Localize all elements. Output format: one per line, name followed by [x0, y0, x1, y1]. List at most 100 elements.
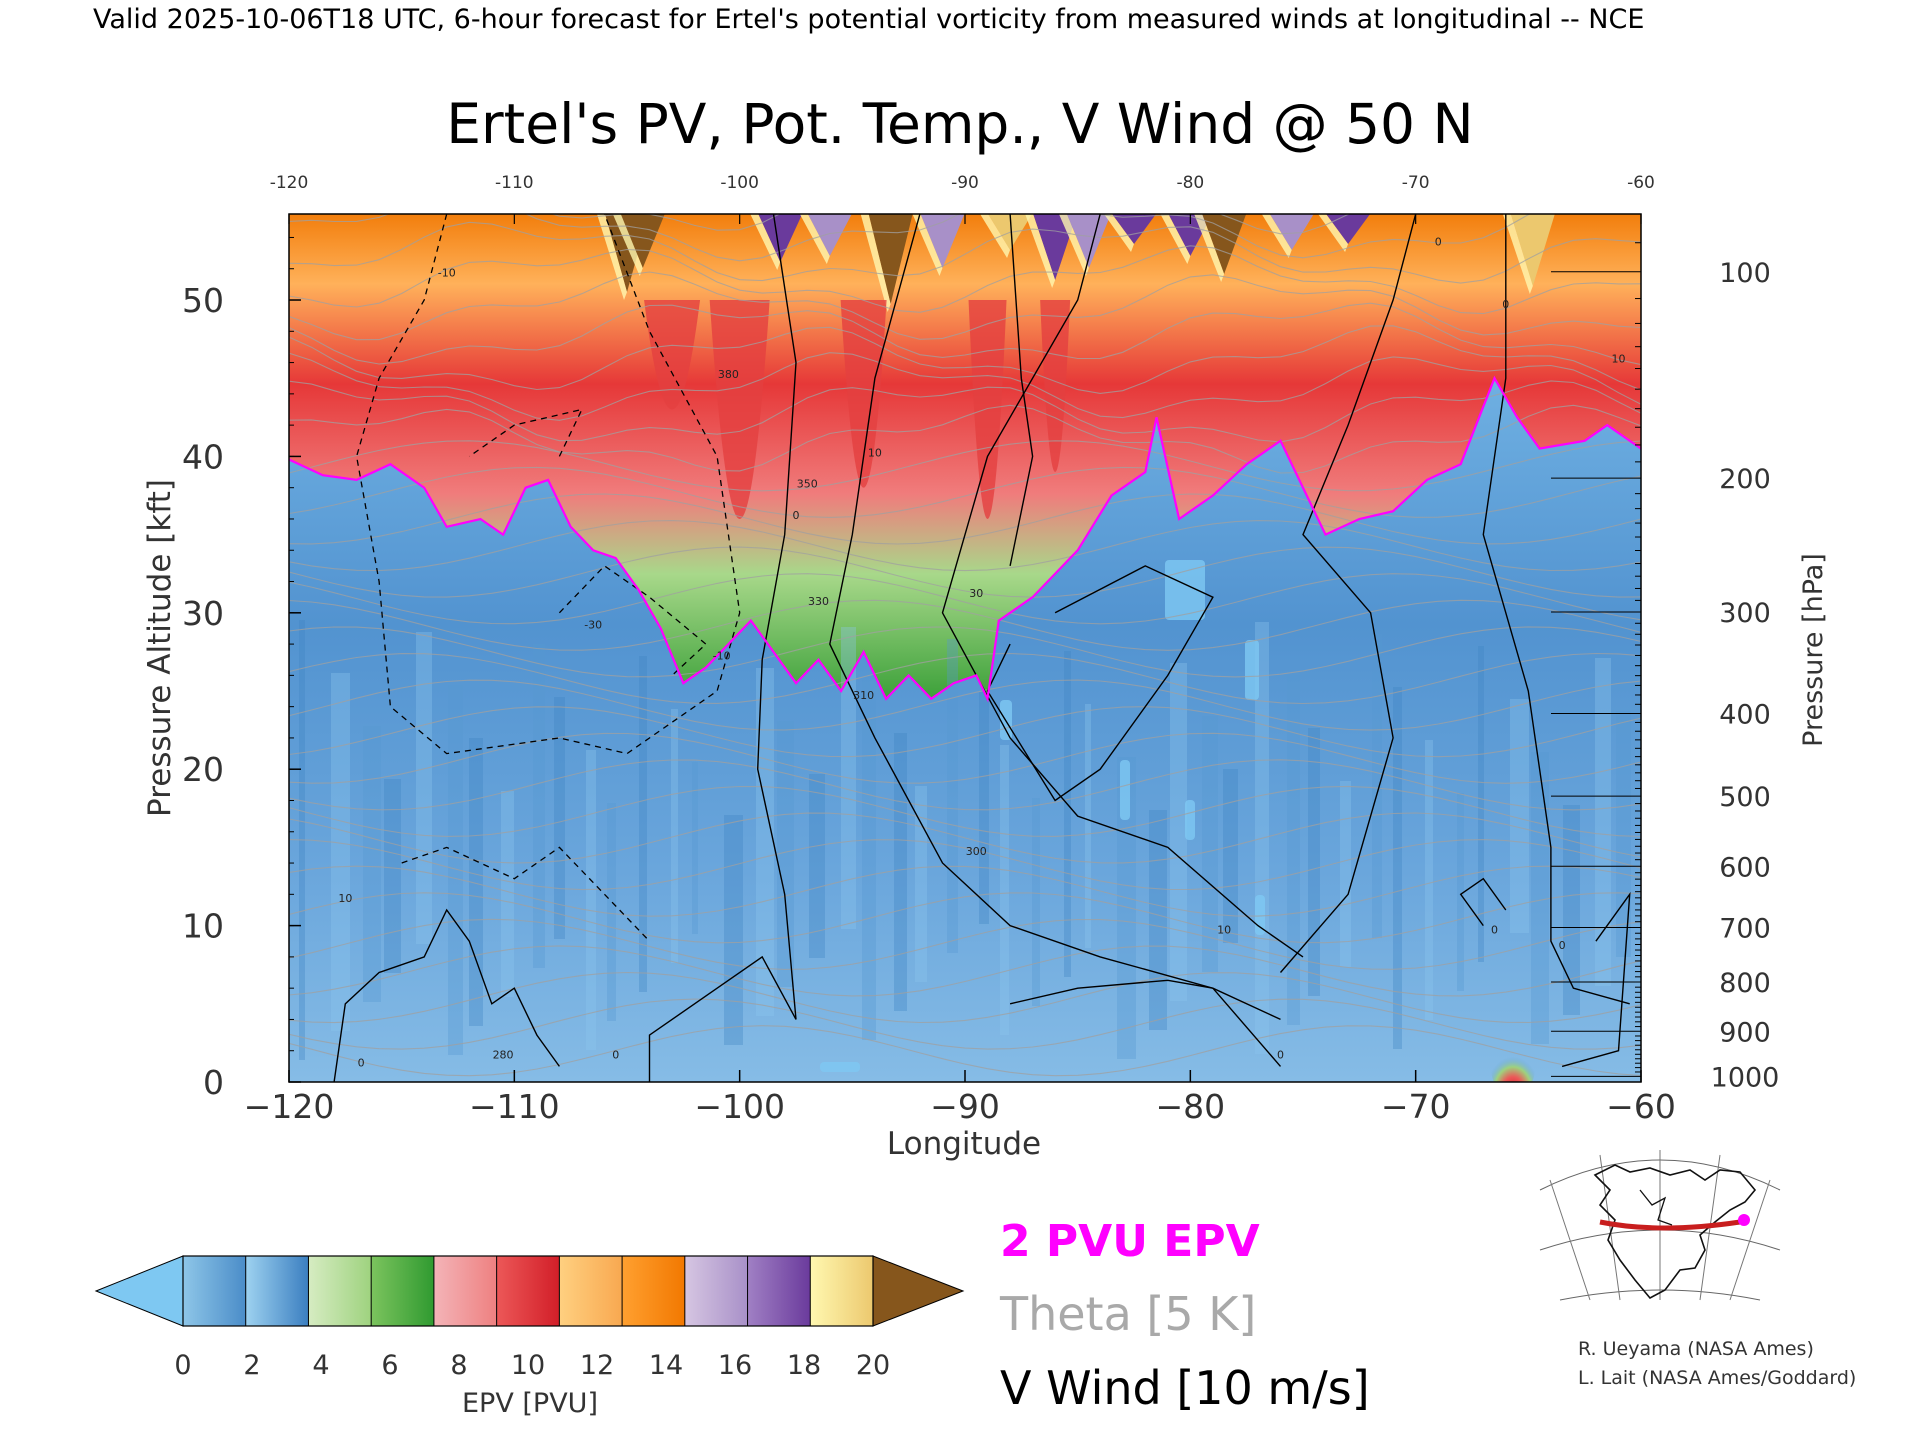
tropo-streak	[1223, 769, 1238, 943]
pv-spike-edge	[980, 214, 1011, 258]
tropo-streak	[1616, 711, 1631, 957]
tropo-streak	[1478, 646, 1484, 962]
top-tick-label: -90	[951, 173, 979, 193]
colorbar-bin	[183, 1256, 247, 1326]
contour-label: 10	[338, 892, 352, 905]
tropo-streak	[724, 815, 743, 1045]
pv-red-tongue	[968, 300, 1007, 519]
contour-label: 0	[358, 1056, 365, 1069]
theta-contour-line	[289, 839, 1641, 891]
tropo-streak	[1457, 793, 1464, 991]
wind-contour-solid	[1009, 979, 1281, 1021]
y-tick-label: 10	[182, 907, 224, 946]
wind-contour-dashed	[468, 408, 584, 457]
y-tick-label: 50	[182, 281, 224, 320]
x-tick-label: −120	[244, 1087, 335, 1126]
wind-contour-solid	[1561, 891, 1631, 1068]
wind-contour-solid	[941, 214, 1304, 958]
pv-spike	[1112, 214, 1156, 244]
y-axis: 0 10 20 30 40 50	[182, 236, 301, 1102]
right-pressure-axis: 100 200 300 400 500 600 700 800 900 1000	[1711, 258, 1780, 1094]
colorbar-bin	[559, 1256, 623, 1326]
colorbar-bin	[308, 1256, 372, 1326]
pressure-tick-label: 300	[1719, 598, 1771, 629]
contour-label: -30	[584, 618, 602, 631]
surface-high-pv-spot	[1491, 1040, 1535, 1082]
tropo-streak	[1372, 634, 1382, 938]
pv-spike-edge	[597, 214, 627, 300]
pressure-tick-label: 500	[1719, 782, 1771, 813]
tropo-streak	[692, 762, 698, 934]
pv-spike	[758, 214, 803, 262]
tropo-streak	[1170, 663, 1187, 1001]
x-tick-label: −100	[694, 1087, 785, 1126]
tropo-streak	[1340, 781, 1351, 967]
tropo-streak	[1510, 699, 1529, 933]
contour-label: 380	[718, 368, 739, 381]
theta-contour-line	[289, 221, 1641, 284]
top-axis: -120 -110 -100 -90 -80 -70 -60	[270, 173, 1655, 224]
header-text: Valid 2025-10-06T18 UTC, 6-hour forecast…	[93, 4, 1644, 35]
colorbar-label: EPV [PVU]	[462, 1388, 598, 1419]
contour-label: -10	[438, 267, 456, 280]
theta-contours	[289, 214, 1641, 1077]
pv-spike-edge	[1261, 214, 1292, 258]
pv-spike-edge	[1318, 214, 1349, 252]
y-tick-label: 0	[203, 1063, 224, 1102]
x-tick-label: −80	[1156, 1087, 1226, 1126]
tropo-streak	[1064, 651, 1071, 977]
light-pv-pocket	[1165, 560, 1205, 620]
colorbar-tick-label: 4	[312, 1350, 329, 1381]
theta-contour-line	[289, 520, 1641, 572]
pv-red-tongue	[840, 300, 887, 488]
tropo-streak	[1595, 658, 1611, 986]
colorbar-over-triangle	[872, 1255, 965, 1327]
tropo-streak	[331, 673, 350, 1031]
pv-red-tongue	[709, 300, 770, 519]
contour-label: -10	[713, 650, 731, 663]
y-tick-label: 30	[182, 594, 224, 633]
pv-spike-edge	[1025, 214, 1056, 288]
theta-contour-line	[289, 302, 1641, 366]
tropo-streak	[1531, 752, 1549, 1044]
tropo-streak	[809, 774, 825, 958]
tropopause-fill	[289, 378, 1641, 1082]
theta-contour-line	[289, 918, 1641, 970]
tropo-streak	[1308, 728, 1320, 996]
theta-contour-line	[289, 245, 1641, 315]
pv-spike-edge	[750, 214, 781, 270]
tropo-streak	[862, 680, 876, 1040]
tropo-streak	[1149, 810, 1167, 1030]
theta-contour-line	[289, 998, 1641, 1050]
theta-contour-line	[289, 466, 1641, 518]
tropo-streak	[501, 791, 514, 997]
wind-contour-solid	[756, 214, 797, 1020]
wind-contour-solid	[1482, 214, 1630, 1005]
pv-spike-edge	[1502, 214, 1533, 294]
theta-contour-line	[289, 812, 1641, 864]
contour-label: 0	[1491, 923, 1498, 936]
colorbar-tick-label: 0	[174, 1350, 191, 1381]
colorbar-tick-label: 10	[511, 1350, 545, 1381]
wind-contour-solid	[648, 955, 797, 1082]
colorbar-bin	[496, 1256, 560, 1326]
contour-label: 0	[1435, 235, 1442, 248]
theta-contour-line	[289, 626, 1641, 678]
tropo-streak	[586, 750, 596, 1050]
y-tick-label: 20	[182, 750, 224, 789]
contour-label: 10	[1217, 923, 1231, 936]
tropo-streak	[363, 726, 381, 1002]
pressure-tick-label: 1000	[1711, 1062, 1780, 1093]
theta-contour-line	[289, 573, 1641, 625]
contour-label: 0	[793, 509, 800, 522]
tropo-streak	[1032, 798, 1040, 1006]
colorbar-bin	[371, 1256, 435, 1326]
colorbar-under-triangle	[94, 1255, 184, 1327]
contour-label: 0	[612, 1049, 619, 1062]
contour-label: 30	[969, 587, 983, 600]
tropo-streak	[416, 632, 432, 944]
light-pv-pocket	[820, 1062, 860, 1072]
plot-area: 1000-10-30-10010300100000103803503303103…	[288, 213, 1642, 1083]
x-tick-label: −60	[1606, 1087, 1676, 1126]
x-tick-label: −110	[469, 1087, 560, 1126]
